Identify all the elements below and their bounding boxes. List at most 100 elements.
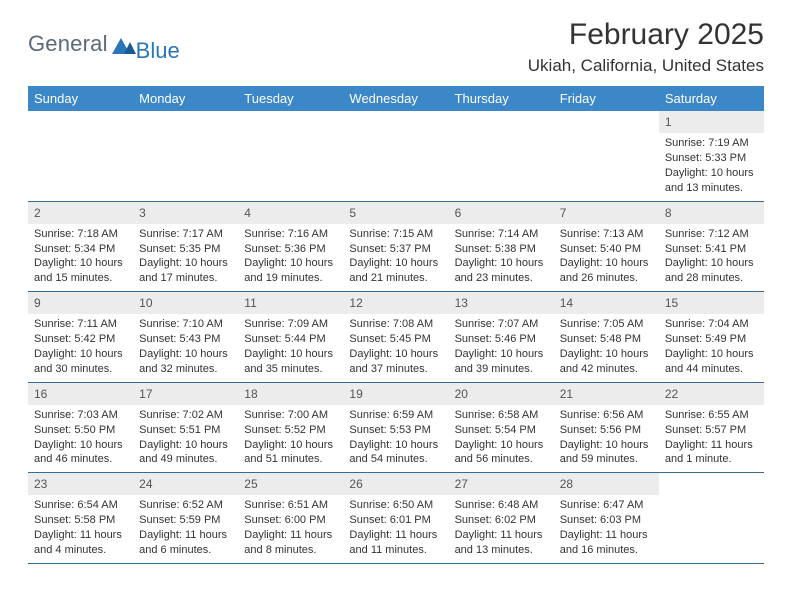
day-cell: 13Sunrise: 7:07 AMSunset: 5:46 PMDayligh… (449, 292, 554, 382)
day-number: 1 (659, 111, 764, 133)
weekday-header: Friday (554, 86, 659, 111)
sunset-text: Sunset: 5:36 PM (244, 242, 337, 257)
day-cell: 14Sunrise: 7:05 AMSunset: 5:48 PMDayligh… (554, 292, 659, 382)
daylight2-text: and 11 minutes. (349, 543, 442, 558)
sunrise-text: Sunrise: 7:02 AM (139, 408, 232, 423)
header: General Blue February 2025 Ukiah, Califo… (28, 18, 764, 76)
week-row: 2Sunrise: 7:18 AMSunset: 5:34 PMDaylight… (28, 202, 764, 293)
daylight1-text: Daylight: 10 hours (139, 347, 232, 362)
location-subtitle: Ukiah, California, United States (528, 56, 764, 76)
empty-day-cell (133, 111, 238, 201)
daylight2-text: and 17 minutes. (139, 271, 232, 286)
day-body: Sunrise: 6:52 AMSunset: 5:59 PMDaylight:… (133, 495, 238, 562)
weeks-container: 1Sunrise: 7:19 AMSunset: 5:33 PMDaylight… (28, 111, 764, 564)
sunset-text: Sunset: 5:44 PM (244, 332, 337, 347)
daylight2-text: and 49 minutes. (139, 452, 232, 467)
daylight1-text: Daylight: 10 hours (665, 256, 758, 271)
empty-day-cell (449, 111, 554, 201)
daylight2-text: and 51 minutes. (244, 452, 337, 467)
day-number: 7 (554, 202, 659, 224)
day-cell: 18Sunrise: 7:00 AMSunset: 5:52 PMDayligh… (238, 383, 343, 473)
sunset-text: Sunset: 6:00 PM (244, 513, 337, 528)
day-body: Sunrise: 7:03 AMSunset: 5:50 PMDaylight:… (28, 405, 133, 472)
daylight1-text: Daylight: 11 hours (244, 528, 337, 543)
daylight1-text: Daylight: 10 hours (34, 438, 127, 453)
sunset-text: Sunset: 5:59 PM (139, 513, 232, 528)
daylight1-text: Daylight: 11 hours (349, 528, 442, 543)
daylight2-text: and 13 minutes. (455, 543, 548, 558)
daylight1-text: Daylight: 10 hours (455, 256, 548, 271)
daylight2-text: and 16 minutes. (560, 543, 653, 558)
day-cell: 27Sunrise: 6:48 AMSunset: 6:02 PMDayligh… (449, 473, 554, 563)
sunset-text: Sunset: 5:52 PM (244, 423, 337, 438)
daylight1-text: Daylight: 10 hours (244, 256, 337, 271)
daylight2-text: and 56 minutes. (455, 452, 548, 467)
sunrise-text: Sunrise: 7:08 AM (349, 317, 442, 332)
daylight1-text: Daylight: 10 hours (665, 347, 758, 362)
sunset-text: Sunset: 5:46 PM (455, 332, 548, 347)
brand-text-1: General (28, 31, 108, 57)
daylight2-text: and 32 minutes. (139, 362, 232, 377)
day-cell: 25Sunrise: 6:51 AMSunset: 6:00 PMDayligh… (238, 473, 343, 563)
daylight2-text: and 4 minutes. (34, 543, 127, 558)
sunset-text: Sunset: 5:38 PM (455, 242, 548, 257)
sunrise-text: Sunrise: 6:47 AM (560, 498, 653, 513)
sunset-text: Sunset: 5:45 PM (349, 332, 442, 347)
daylight2-text: and 28 minutes. (665, 271, 758, 286)
day-number: 10 (133, 292, 238, 314)
day-body: Sunrise: 6:54 AMSunset: 5:58 PMDaylight:… (28, 495, 133, 562)
day-body: Sunrise: 7:00 AMSunset: 5:52 PMDaylight:… (238, 405, 343, 472)
day-cell: 19Sunrise: 6:59 AMSunset: 5:53 PMDayligh… (343, 383, 448, 473)
daylight1-text: Daylight: 11 hours (34, 528, 127, 543)
sunset-text: Sunset: 5:56 PM (560, 423, 653, 438)
day-number: 21 (554, 383, 659, 405)
sunset-text: Sunset: 5:33 PM (665, 151, 758, 166)
daylight2-text: and 21 minutes. (349, 271, 442, 286)
sunset-text: Sunset: 5:49 PM (665, 332, 758, 347)
sunrise-text: Sunrise: 7:14 AM (455, 227, 548, 242)
daylight1-text: Daylight: 10 hours (244, 347, 337, 362)
day-body: Sunrise: 6:51 AMSunset: 6:00 PMDaylight:… (238, 495, 343, 562)
day-body: Sunrise: 7:04 AMSunset: 5:49 PMDaylight:… (659, 314, 764, 381)
weekday-header: Wednesday (343, 86, 448, 111)
sunset-text: Sunset: 5:48 PM (560, 332, 653, 347)
sunrise-text: Sunrise: 6:56 AM (560, 408, 653, 423)
day-body: Sunrise: 6:58 AMSunset: 5:54 PMDaylight:… (449, 405, 554, 472)
day-body: Sunrise: 7:16 AMSunset: 5:36 PMDaylight:… (238, 224, 343, 291)
day-body: Sunrise: 7:10 AMSunset: 5:43 PMDaylight:… (133, 314, 238, 381)
sunrise-text: Sunrise: 7:17 AM (139, 227, 232, 242)
daylight1-text: Daylight: 11 hours (455, 528, 548, 543)
day-cell: 20Sunrise: 6:58 AMSunset: 5:54 PMDayligh… (449, 383, 554, 473)
daylight2-text: and 59 minutes. (560, 452, 653, 467)
sunset-text: Sunset: 6:02 PM (455, 513, 548, 528)
sunrise-text: Sunrise: 7:00 AM (244, 408, 337, 423)
day-cell: 23Sunrise: 6:54 AMSunset: 5:58 PMDayligh… (28, 473, 133, 563)
weekday-header-row: Sunday Monday Tuesday Wednesday Thursday… (28, 86, 764, 111)
day-cell: 4Sunrise: 7:16 AMSunset: 5:36 PMDaylight… (238, 202, 343, 292)
day-number: 4 (238, 202, 343, 224)
empty-day-cell (343, 111, 448, 201)
daylight1-text: Daylight: 10 hours (244, 438, 337, 453)
weekday-header: Saturday (659, 86, 764, 111)
sunrise-text: Sunrise: 7:13 AM (560, 227, 653, 242)
daylight1-text: Daylight: 10 hours (455, 438, 548, 453)
sunset-text: Sunset: 5:41 PM (665, 242, 758, 257)
day-number: 5 (343, 202, 448, 224)
daylight2-text: and 23 minutes. (455, 271, 548, 286)
sail-icon (112, 38, 136, 54)
daylight2-text: and 37 minutes. (349, 362, 442, 377)
daylight1-text: Daylight: 10 hours (34, 347, 127, 362)
day-cell: 28Sunrise: 6:47 AMSunset: 6:03 PMDayligh… (554, 473, 659, 563)
sunrise-text: Sunrise: 6:55 AM (665, 408, 758, 423)
day-number: 15 (659, 292, 764, 314)
daylight1-text: Daylight: 10 hours (455, 347, 548, 362)
day-cell: 12Sunrise: 7:08 AMSunset: 5:45 PMDayligh… (343, 292, 448, 382)
sunset-text: Sunset: 5:50 PM (34, 423, 127, 438)
day-cell: 5Sunrise: 7:15 AMSunset: 5:37 PMDaylight… (343, 202, 448, 292)
sunrise-text: Sunrise: 6:48 AM (455, 498, 548, 513)
sunrise-text: Sunrise: 6:51 AM (244, 498, 337, 513)
daylight1-text: Daylight: 11 hours (560, 528, 653, 543)
day-cell: 9Sunrise: 7:11 AMSunset: 5:42 PMDaylight… (28, 292, 133, 382)
sunset-text: Sunset: 5:42 PM (34, 332, 127, 347)
sunrise-text: Sunrise: 6:50 AM (349, 498, 442, 513)
